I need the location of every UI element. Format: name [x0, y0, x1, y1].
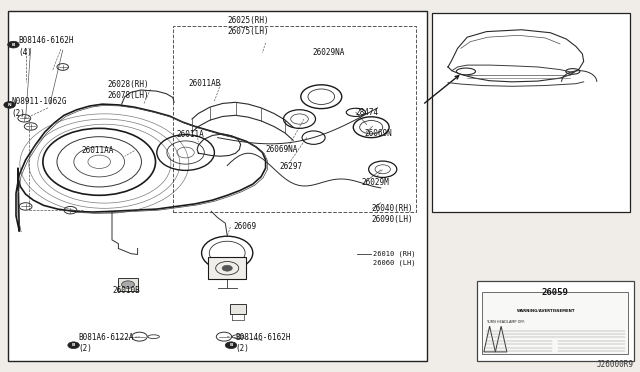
Circle shape — [4, 102, 15, 108]
Bar — [230, 304, 246, 314]
Text: 26010 (RH)
26060 (LH): 26010 (RH) 26060 (LH) — [373, 251, 415, 266]
Text: TURN HEADLAMP OFF.: TURN HEADLAMP OFF. — [486, 320, 525, 324]
Text: 26059: 26059 — [542, 288, 568, 296]
Bar — [173, 26, 416, 212]
Text: 26011AB: 26011AB — [189, 79, 221, 88]
Text: 26069NA: 26069NA — [266, 145, 298, 154]
Text: J26000R9: J26000R9 — [596, 360, 634, 369]
Text: B: B — [12, 43, 15, 46]
Bar — [8, 11, 427, 361]
Text: 26025(RH)
26075(LH): 26025(RH) 26075(LH) — [227, 16, 269, 36]
Text: B08146-6162H
(4): B08146-6162H (4) — [18, 36, 74, 57]
Circle shape — [68, 342, 79, 349]
Text: 26029NA: 26029NA — [312, 48, 345, 57]
Circle shape — [222, 265, 232, 271]
Text: 26029M: 26029M — [362, 178, 389, 187]
Text: 26040(RH)
26090(LH): 26040(RH) 26090(LH) — [371, 203, 413, 224]
Text: B08146-6162H
(2): B08146-6162H (2) — [236, 333, 291, 353]
Text: B: B — [229, 343, 233, 347]
Text: 28474: 28474 — [355, 108, 378, 117]
Bar — [118, 278, 138, 291]
Bar — [208, 257, 246, 279]
Circle shape — [122, 281, 134, 288]
Text: WARNING/AVERTISSEMENT: WARNING/AVERTISSEMENT — [517, 309, 575, 312]
Text: 26011A: 26011A — [176, 130, 204, 139]
Text: B081A6-6122A
(2): B081A6-6122A (2) — [78, 333, 134, 353]
Text: 26297: 26297 — [279, 162, 302, 171]
Text: 26069: 26069 — [234, 222, 257, 231]
Text: 26010B: 26010B — [112, 286, 140, 295]
Bar — [432, 13, 630, 212]
Text: B: B — [72, 343, 76, 347]
Text: N08911-1062G
(2): N08911-1062G (2) — [12, 97, 67, 118]
Text: 26028(RH)
26078(LH): 26028(RH) 26078(LH) — [108, 80, 149, 100]
Text: 26011AA: 26011AA — [82, 146, 115, 155]
Bar — [477, 281, 634, 361]
Text: 26069N: 26069N — [365, 129, 392, 138]
Circle shape — [225, 342, 237, 349]
Circle shape — [8, 41, 19, 48]
Text: N: N — [8, 103, 12, 107]
Bar — [482, 292, 628, 354]
